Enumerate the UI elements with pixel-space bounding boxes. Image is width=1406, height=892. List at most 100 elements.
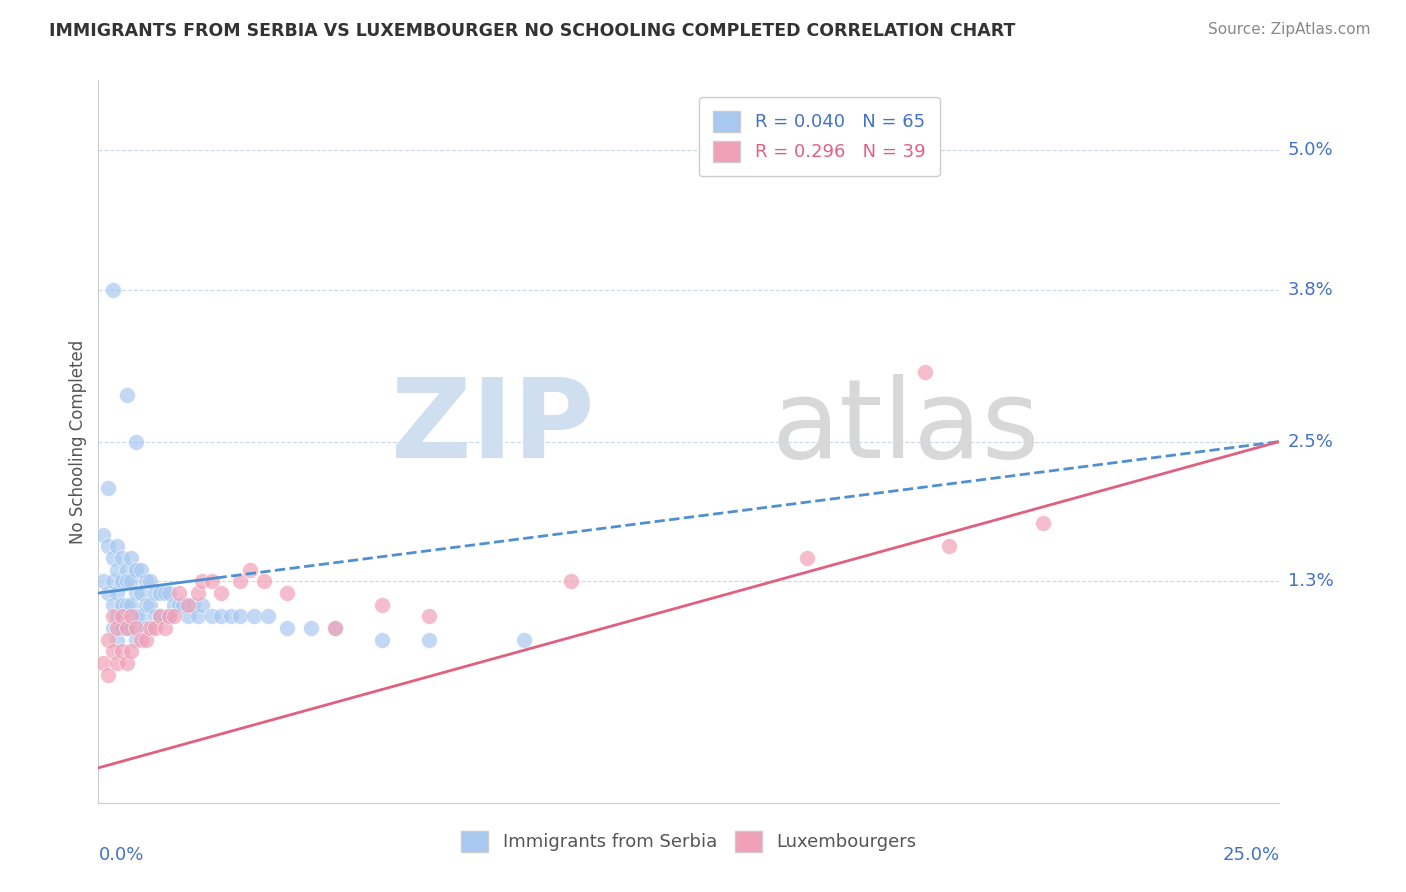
Legend: Immigrants from Serbia, Luxembourgers: Immigrants from Serbia, Luxembourgers xyxy=(454,823,924,859)
Point xyxy=(97,586,120,600)
Text: 1.3%: 1.3% xyxy=(1288,573,1333,591)
Point xyxy=(121,609,143,624)
Point xyxy=(143,609,166,624)
Point xyxy=(101,598,124,612)
Text: ZIP: ZIP xyxy=(391,374,595,481)
Point xyxy=(299,621,322,635)
Point xyxy=(149,609,172,624)
Point xyxy=(143,621,166,635)
Point xyxy=(229,609,252,624)
Point xyxy=(105,586,128,600)
Point xyxy=(938,540,960,554)
Point xyxy=(105,540,128,554)
Point xyxy=(111,609,134,624)
Point xyxy=(143,586,166,600)
Point xyxy=(115,574,138,589)
Point xyxy=(135,621,157,635)
Point xyxy=(101,551,124,566)
Point xyxy=(111,574,134,589)
Text: 25.0%: 25.0% xyxy=(1222,847,1279,864)
Point xyxy=(135,598,157,612)
Point xyxy=(115,598,138,612)
Point xyxy=(253,574,276,589)
Point xyxy=(125,434,148,449)
Point xyxy=(153,586,176,600)
Point xyxy=(276,621,298,635)
Point xyxy=(1032,516,1054,530)
Point xyxy=(105,632,128,647)
Point xyxy=(125,621,148,635)
Point xyxy=(560,574,582,589)
Point xyxy=(97,632,120,647)
Point xyxy=(323,621,346,635)
Point xyxy=(115,656,138,670)
Point xyxy=(135,574,157,589)
Point xyxy=(105,609,128,624)
Point xyxy=(105,563,128,577)
Point xyxy=(157,609,180,624)
Point xyxy=(201,609,224,624)
Point xyxy=(125,609,148,624)
Point xyxy=(914,365,936,379)
Point xyxy=(181,598,204,612)
Point xyxy=(101,609,124,624)
Point xyxy=(177,598,200,612)
Point xyxy=(149,609,172,624)
Point xyxy=(139,574,162,589)
Text: 2.5%: 2.5% xyxy=(1288,433,1334,450)
Text: atlas: atlas xyxy=(772,374,1040,481)
Text: IMMIGRANTS FROM SERBIA VS LUXEMBOURGER NO SCHOOLING COMPLETED CORRELATION CHART: IMMIGRANTS FROM SERBIA VS LUXEMBOURGER N… xyxy=(49,22,1015,40)
Point xyxy=(157,586,180,600)
Point xyxy=(191,574,214,589)
Point xyxy=(512,632,534,647)
Point xyxy=(125,586,148,600)
Point xyxy=(129,632,152,647)
Point xyxy=(111,551,134,566)
Point xyxy=(163,609,186,624)
Point xyxy=(153,609,176,624)
Point xyxy=(371,632,394,647)
Point xyxy=(209,609,232,624)
Point xyxy=(418,632,440,647)
Point xyxy=(153,621,176,635)
Point xyxy=(129,586,152,600)
Point xyxy=(115,621,138,635)
Point xyxy=(201,574,224,589)
Point xyxy=(129,563,152,577)
Point xyxy=(163,598,186,612)
Point xyxy=(121,551,143,566)
Point xyxy=(91,656,114,670)
Point xyxy=(105,621,128,635)
Point xyxy=(149,586,172,600)
Point xyxy=(209,586,232,600)
Point xyxy=(121,644,143,658)
Point xyxy=(91,574,114,589)
Point xyxy=(97,667,120,681)
Point xyxy=(101,283,124,297)
Point xyxy=(121,574,143,589)
Point xyxy=(257,609,280,624)
Text: 5.0%: 5.0% xyxy=(1288,141,1333,159)
Point xyxy=(121,621,143,635)
Y-axis label: No Schooling Completed: No Schooling Completed xyxy=(69,340,87,543)
Point xyxy=(219,609,242,624)
Point xyxy=(139,621,162,635)
Point xyxy=(125,632,148,647)
Point xyxy=(239,563,262,577)
Point xyxy=(105,656,128,670)
Point xyxy=(172,598,194,612)
Point xyxy=(101,574,124,589)
Point xyxy=(177,609,200,624)
Point xyxy=(371,598,394,612)
Point xyxy=(111,598,134,612)
Point xyxy=(157,609,180,624)
Point xyxy=(97,481,120,495)
Point xyxy=(111,644,134,658)
Point xyxy=(167,598,190,612)
Point xyxy=(121,598,143,612)
Point xyxy=(101,644,124,658)
Point xyxy=(125,563,148,577)
Point xyxy=(111,621,134,635)
Point xyxy=(187,586,209,600)
Point xyxy=(229,574,252,589)
